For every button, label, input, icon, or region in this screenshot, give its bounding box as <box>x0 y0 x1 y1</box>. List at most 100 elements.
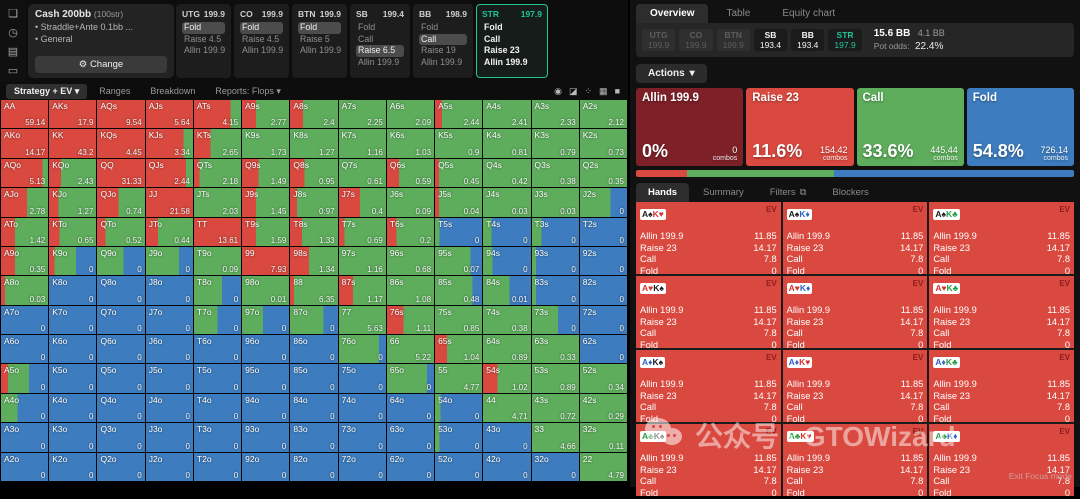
position-action[interactable]: Fold <box>356 22 404 34</box>
position-action[interactable]: Allin 199.9 <box>482 57 542 69</box>
bookmark-icon[interactable]: ❏ <box>8 8 18 20</box>
drag-dots-icon[interactable]: ⁘ <box>585 86 593 97</box>
matrix-tab-1[interactable]: Ranges <box>91 84 138 99</box>
timer-icon[interactable]: ◷ <box>8 27 18 39</box>
position-action[interactable]: Allin 199.9 <box>298 45 341 57</box>
split-view-icon[interactable]: ◪ <box>569 86 578 97</box>
grid-view-icon[interactable]: ▦ <box>599 86 608 97</box>
position-action[interactable]: Allin 199.9 <box>240 45 283 57</box>
position-action[interactable]: Fold <box>240 22 283 34</box>
position-action[interactable]: Fold <box>182 22 225 34</box>
position-action[interactable]: Raise 5 <box>298 34 341 46</box>
actions-dropdown[interactable]: Actions ▾ <box>636 64 707 83</box>
position-action[interactable]: Raise 6.5 <box>356 45 404 57</box>
matrix-tab-3[interactable]: Reports: Flops ▾ <box>207 84 289 99</box>
overview-tab-2[interactable]: Equity chart <box>768 4 849 23</box>
position-action[interactable]: Raise 23 <box>482 45 542 57</box>
hands-tab-summary[interactable]: Summary <box>691 183 756 202</box>
hands-tab-blockers[interactable]: Blockers <box>820 183 880 202</box>
position-action[interactable]: Allin 199.9 <box>182 45 225 57</box>
overview-tab-1[interactable]: Table <box>712 4 764 23</box>
